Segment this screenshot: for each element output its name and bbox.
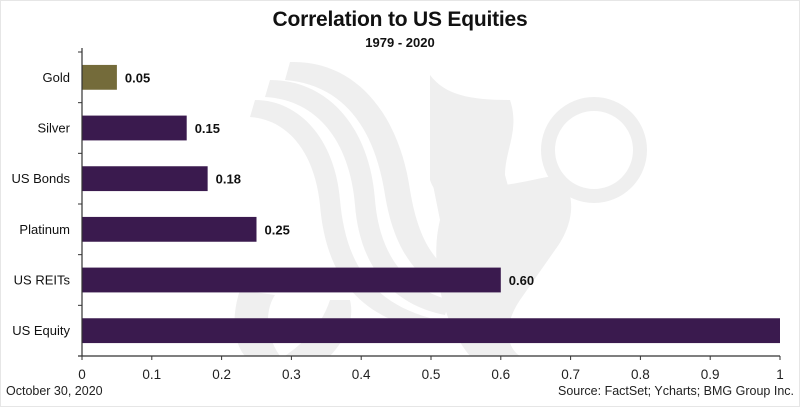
labels-group: Gold 0.05 Silver 0.15 US Bonds 0.18 Platinum 0.… (11, 70, 783, 382)
source-footnote: Source: FactSet; Ycharts; BMG Group Inc. (558, 384, 794, 398)
x-tick-label: 0.1 (142, 367, 161, 382)
griffin-logo-icon (234, 61, 647, 356)
category-label: US Equity (12, 323, 70, 338)
x-tick-label: 0.7 (561, 367, 580, 382)
x-tick-label: 0.4 (352, 367, 371, 382)
date-footnote: October 30, 2020 (6, 384, 103, 398)
watermark-ring (541, 97, 647, 203)
data-label: 0.18 (216, 172, 241, 187)
bar-platinum (82, 216, 257, 242)
bar-us-reits (82, 267, 501, 293)
data-label: 0.05 (125, 70, 150, 85)
bar-us-equity (82, 318, 780, 344)
bar-silver (82, 115, 187, 141)
x-tick-label: 0.6 (491, 367, 510, 382)
bars-group (82, 64, 780, 344)
category-label: Gold (43, 70, 70, 85)
watermark-shape (265, 80, 450, 315)
category-label: US REITs (14, 273, 71, 288)
data-label: 0.25 (265, 222, 290, 237)
x-tick-label: 1 (776, 367, 784, 382)
chart-subtitle: 1979 - 2020 (365, 35, 435, 50)
watermark-shape (250, 100, 430, 330)
x-tick-label: 0.5 (422, 367, 441, 382)
x-tick-label: 0.3 (282, 367, 301, 382)
watermark-shape (520, 180, 570, 218)
bar-us-bonds (82, 166, 208, 192)
x-tick-label: 0.8 (631, 367, 650, 382)
category-label: Platinum (19, 222, 70, 237)
x-tick-label: 0.9 (701, 367, 720, 382)
data-label: 0.60 (509, 273, 534, 288)
category-label: US Bonds (11, 171, 70, 186)
x-tick-label: 0.2 (212, 367, 231, 382)
axes-group (78, 48, 781, 360)
bar-gold (82, 64, 117, 90)
data-label: 0.15 (195, 121, 220, 136)
chart-title: Correlation to US Equities (272, 8, 528, 31)
watermark-shape (430, 170, 572, 356)
category-label: Silver (37, 121, 70, 136)
x-tick-label: 0 (78, 367, 86, 382)
